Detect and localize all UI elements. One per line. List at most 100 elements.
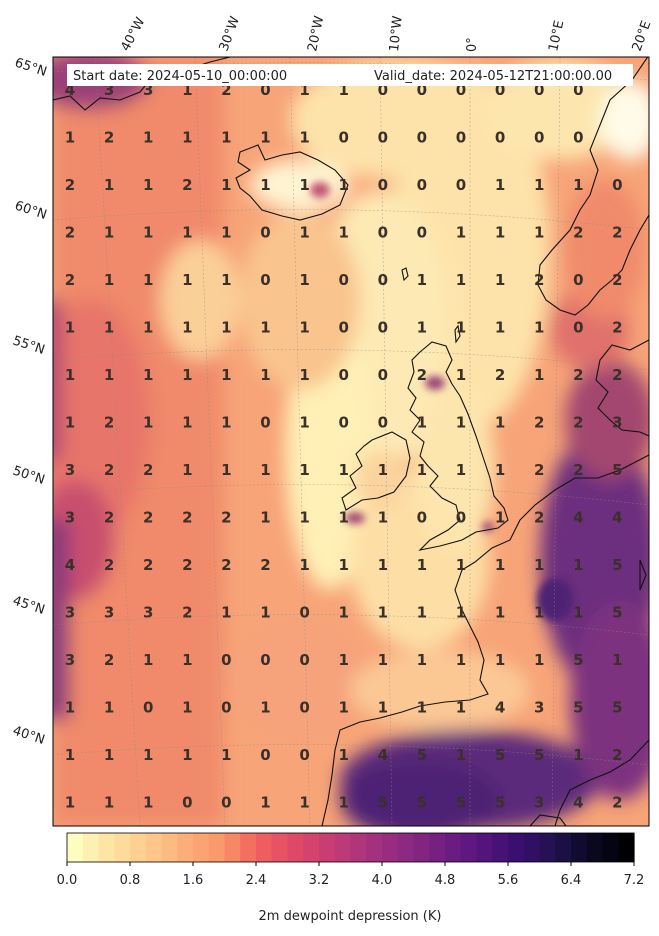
grid-value: 2: [573, 224, 583, 242]
grid-value: 1: [299, 176, 309, 194]
grid-value: 1: [338, 509, 348, 527]
colorbar-tick-label: 4.0: [372, 873, 393, 888]
colorbar-segment: [224, 833, 241, 862]
grid-value: 0: [378, 81, 388, 99]
grid-value: 1: [456, 414, 466, 432]
colorbar-segment: [114, 833, 131, 862]
grid-value: 0: [260, 271, 270, 289]
grid-value: 2: [182, 556, 192, 574]
grid-value: 1: [65, 699, 75, 717]
grid-value: 1: [221, 271, 231, 289]
grid-value: 1: [417, 699, 427, 717]
grid-value: 1: [495, 461, 505, 479]
dewpoint-depression-field: 4 3 3 1 2 0 1 1 0 0 0 0 0 0 1 2 1 1 1 1 1 0 0 0 0 0 0 0 2 1 1 2 1 1 1 1 0 0 0 1…: [53, 57, 649, 826]
grid-value: 0: [612, 176, 622, 194]
colorbar-tick-label: 6.4: [561, 873, 582, 888]
grid-value: 0: [221, 651, 231, 669]
grid-value: 0: [299, 746, 309, 764]
lon-label: 20°W: [305, 14, 327, 52]
grid-value: 5: [534, 746, 544, 764]
grid-value: 0: [260, 414, 270, 432]
colorbar-segment: [413, 833, 430, 862]
colorbar-segment: [460, 833, 478, 862]
grid-value: 1: [104, 746, 114, 764]
lon-label: 10°W: [387, 15, 406, 52]
grid-value: 1: [299, 414, 309, 432]
colorbar-segment: [539, 833, 556, 862]
grid-value: 1: [338, 604, 348, 622]
grid-value: 1: [456, 271, 466, 289]
lon-label: 40°W: [118, 15, 148, 54]
grid-value: 2: [534, 509, 544, 527]
valid-date-label: Valid_date: 2024-05-12T21:00:00.00: [374, 69, 612, 84]
grid-value: 1: [495, 271, 505, 289]
start-date-label: Start date: 2024-05-10_00:00:00: [73, 69, 287, 84]
grid-value: 1: [417, 651, 427, 669]
grid-value: 1: [378, 461, 388, 479]
grid-value: 5: [612, 699, 622, 717]
grid-value: 2: [612, 366, 622, 384]
colorbar-segment: [586, 833, 604, 862]
grid-value: 0: [338, 414, 348, 432]
colorbar-segment: [445, 833, 462, 862]
graticule: [53, 57, 649, 826]
grid-value: 3: [534, 794, 544, 812]
grid-value: 1: [299, 461, 309, 479]
grid-value: 0: [260, 81, 270, 99]
grid-value: 1: [65, 746, 75, 764]
colorbar-segment: [145, 833, 163, 862]
grid-value: 0: [573, 129, 583, 147]
grid-value: 1: [299, 509, 309, 527]
grid-value: 0: [338, 319, 348, 337]
grid-value: 1: [182, 366, 192, 384]
colorbar-segment: [555, 833, 572, 862]
grid-value: 1: [104, 176, 114, 194]
grid-value: 2: [573, 461, 583, 479]
grid-value: 1: [260, 176, 270, 194]
grid-value: 1: [378, 509, 388, 527]
grid-value: 2: [104, 129, 114, 147]
grid-value: 1: [534, 366, 544, 384]
grid-value: 1: [260, 604, 270, 622]
colorbar-segment: [523, 833, 541, 862]
grid-value: 1: [417, 604, 427, 622]
colorbar-segment: [429, 833, 446, 862]
colorbar-segment: [98, 833, 115, 862]
colorbar-segment: [571, 833, 588, 862]
grid-value: 0: [417, 224, 427, 242]
grid-value: 1: [260, 699, 270, 717]
grid-value: 1: [221, 366, 231, 384]
grid-value: 1: [143, 366, 153, 384]
grid-value: 1: [143, 271, 153, 289]
header-box: [67, 64, 633, 86]
grid-value: 0: [417, 129, 427, 147]
grid-value: 1: [182, 461, 192, 479]
grid-value: 0: [378, 366, 388, 384]
grid-value: 2: [65, 271, 75, 289]
grid-value: 1: [299, 129, 309, 147]
grid-value: 1: [417, 414, 427, 432]
grid-value: 3: [143, 81, 153, 99]
grid-value: 1: [65, 794, 75, 812]
grid-value: 0: [182, 794, 192, 812]
grid-value: 3: [65, 461, 75, 479]
grid-value: 3: [65, 604, 75, 622]
colorbar-ticks: 0.0 0.8 1.6 2.4 3.2 4.0 4.8 5.6 6.4 7.2: [57, 862, 645, 888]
grid-value: 1: [573, 604, 583, 622]
colorbar-segment: [240, 833, 257, 862]
grid-value: 3: [65, 509, 75, 527]
lon-label: 0°: [465, 37, 480, 52]
grid-value: 1: [456, 556, 466, 574]
grid-value: 5: [456, 794, 466, 812]
colorbar-tick-label: 7.2: [624, 873, 645, 888]
grid-value: 1: [417, 556, 427, 574]
grid-value: 1: [260, 794, 270, 812]
grid-value: 1: [456, 604, 466, 622]
colorbar-tick-label: 4.8: [435, 873, 456, 888]
grid-value: 1: [221, 414, 231, 432]
grid-value: 1: [104, 319, 114, 337]
colorbar-segment: [319, 833, 336, 862]
grid-value: 1: [65, 414, 75, 432]
grid-value: 0: [534, 129, 544, 147]
grid-value: 4: [573, 794, 583, 812]
